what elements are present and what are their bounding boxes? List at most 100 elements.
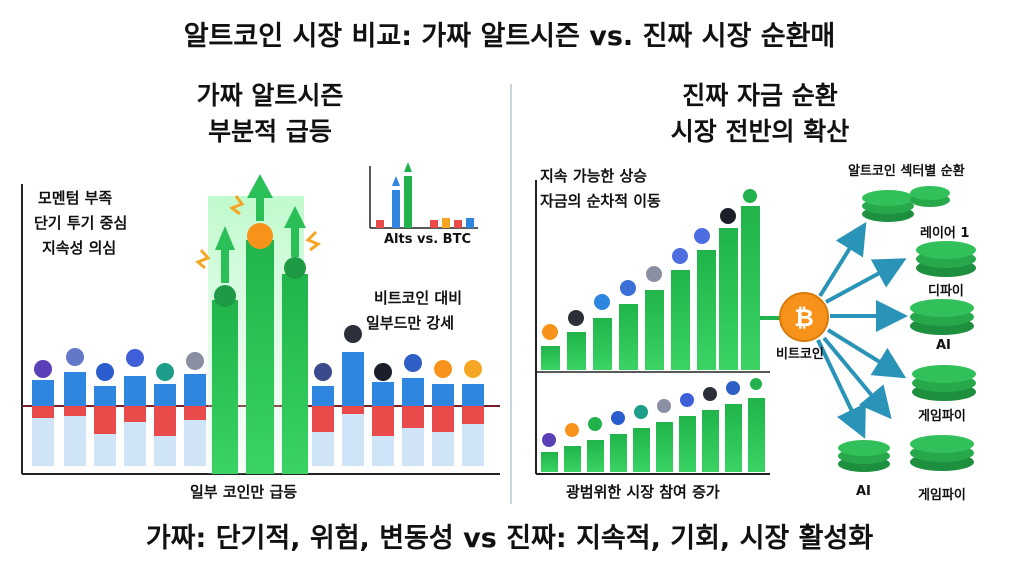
btc-coin-icon <box>247 223 273 249</box>
rising-bars-bottom <box>541 378 765 472</box>
left-title-line2: 부분적 급등 <box>208 117 332 146</box>
inset-chart <box>369 162 478 229</box>
growth-bar <box>610 434 627 472</box>
coin-icon <box>96 363 114 381</box>
sector-heading: 알트코인 섹터별 순환 <box>848 164 965 179</box>
alt-bar-down <box>342 406 364 414</box>
alt-bar-down <box>32 406 54 418</box>
up-arrow-icon <box>215 226 235 250</box>
coin-icon <box>404 354 422 372</box>
sector-label: 디파이 <box>928 284 964 299</box>
growth-bar <box>671 270 690 370</box>
btc-coin-icon <box>542 324 558 340</box>
xrp-coin-icon <box>594 294 610 310</box>
coin-stack-icon <box>912 365 976 401</box>
growth-bar <box>645 290 664 370</box>
sector-label: 게임파이 <box>918 488 966 503</box>
alt-bar-down <box>94 406 116 434</box>
arrow-icon <box>826 328 907 379</box>
btc-note-line2: 일부드만 강세 <box>366 314 455 332</box>
main-title: 알트코인 시장 비교: 가짜 알트시즌 vs. 진짜 시장 순환매 <box>183 21 836 52</box>
coin-icon <box>464 360 482 378</box>
alt-bar-down <box>124 406 146 422</box>
coin-icon <box>750 378 762 390</box>
coin-stack-icon <box>910 299 974 335</box>
footer-summary: 가짜: 단기적, 위험, 변동성 vs 진짜: 지속적, 기회, 시장 활성화 <box>145 523 874 554</box>
panel-divider <box>510 84 512 504</box>
growth-bar <box>593 318 612 370</box>
surge-bar <box>212 300 238 474</box>
btc-note-line1: 비트코인 대비 <box>374 289 463 307</box>
alt-bar-up <box>32 380 54 406</box>
surging-bars <box>195 174 322 474</box>
surge-bar <box>282 274 308 474</box>
left-alt-bars <box>32 325 484 466</box>
coin-icon <box>588 417 602 431</box>
arrow-icon <box>822 336 892 420</box>
right-title-line1: 진짜 자금 순환 <box>682 81 838 110</box>
right-top-note-line2: 자금의 순차적 이동 <box>540 192 661 210</box>
surge-bar <box>246 240 274 474</box>
coin-icon <box>344 325 362 343</box>
alt-bar-down <box>372 406 394 436</box>
rising-bars-top <box>541 189 760 370</box>
coin-icon <box>703 387 717 401</box>
growth-bar <box>564 446 581 472</box>
sector-label: 게임파이 <box>918 409 966 424</box>
dash-coin-icon <box>374 363 392 381</box>
left-title-line1: 가짜 알트시즌 <box>196 81 344 110</box>
btc-hub-icon <box>779 292 829 342</box>
growth-bar <box>719 228 738 370</box>
eth-coin-icon <box>66 348 84 366</box>
growth-bar <box>633 428 650 472</box>
coin-icon <box>680 393 694 407</box>
growth-bar <box>567 332 586 370</box>
growth-bar <box>741 206 760 370</box>
coin-icon <box>672 248 688 264</box>
coin-icon <box>743 189 757 203</box>
arrow-icon <box>825 258 907 304</box>
alt-bar-down <box>432 406 454 432</box>
growth-bar <box>697 250 716 370</box>
alt-bar-up <box>312 386 334 406</box>
coin-icon <box>314 363 332 381</box>
eth-coin-icon <box>186 352 204 370</box>
growth-bar <box>679 416 696 472</box>
growth-bar <box>541 346 560 370</box>
svg-text:₿: ₿ <box>794 304 814 332</box>
coin-icon <box>611 411 625 425</box>
btc-coin-icon <box>565 423 579 437</box>
btc-hub-label: 비트코인 <box>776 347 824 362</box>
inset-label: Alts vs. BTC <box>384 232 471 247</box>
rotation-arrows <box>816 221 908 439</box>
left-chart <box>21 162 500 475</box>
coin-icon <box>542 433 556 447</box>
alt-bar-up <box>372 382 394 406</box>
ltc-coin-icon <box>126 349 144 367</box>
alt-bar-up <box>64 372 86 406</box>
right-top-note: 지속 가능한 상승 자금의 순차적 이동 <box>540 164 661 214</box>
coin-icon <box>720 208 736 224</box>
arrow-icon <box>818 221 867 298</box>
coin-icon <box>694 228 710 244</box>
coin-icon <box>34 360 52 378</box>
left-note: 단기 투기 중심 <box>34 214 128 232</box>
right-chart <box>535 180 792 475</box>
arrow-icon <box>816 339 866 439</box>
alt-bar-up <box>432 384 454 406</box>
growth-bar <box>702 410 719 472</box>
coin-stack-icon <box>862 186 950 222</box>
sector-label: AI <box>936 338 951 353</box>
right-panel-title: 진짜 자금 순환 시장 전반의 확산 <box>640 78 880 150</box>
growth-bar <box>541 452 558 472</box>
right-top-note-line1: 지속 가능한 상승 <box>540 167 648 185</box>
coin-stack-icon <box>838 440 890 472</box>
spark-icon <box>305 230 322 252</box>
coin-icon <box>634 405 648 419</box>
alt-bar-down <box>64 406 86 416</box>
alt-bar-up <box>342 352 364 406</box>
alt-bar-up <box>184 374 206 406</box>
btc-note: 비트코인 대비 일부드만 강세 <box>366 286 462 336</box>
left-note: 모멘텀 부족 <box>38 189 113 207</box>
sector-label: 레이어 1 <box>920 226 970 241</box>
